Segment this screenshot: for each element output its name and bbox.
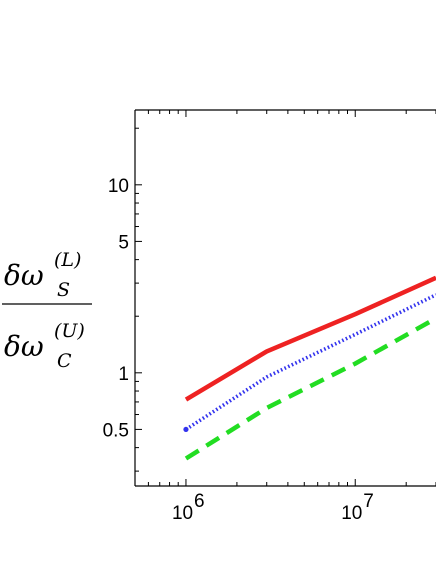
y-tick-label: 1 — [118, 364, 129, 385]
y-tick-label: 0.5 — [103, 420, 129, 441]
x-tick-label: 10 — [341, 503, 362, 524]
y-tick-label: 5 — [118, 232, 129, 253]
series-line-2 — [185, 293, 436, 431]
x-tick-label: 10 — [172, 503, 193, 524]
ylabel-denominator-base: δω — [4, 330, 44, 363]
ylabel-denominator-sup: (U) — [54, 320, 85, 342]
series-line-1 — [184, 275, 436, 402]
ylabel-numerator-sup: (L) — [54, 249, 81, 271]
series-line-3 — [184, 316, 436, 461]
plot-frame — [134, 109, 436, 487]
ylabel-numerator-base: δω — [4, 259, 44, 292]
y-axis-label: δω (L) S δω (U) C — [2, 249, 92, 372]
series-layer — [183, 275, 436, 461]
x-tick-label-exponent: 7 — [363, 491, 374, 512]
ylabel-numerator-sub: S — [57, 279, 70, 301]
x-tick-label-exponent: 6 — [194, 491, 205, 512]
axis-ticks — [134, 110, 436, 486]
series-start-point — [183, 426, 189, 433]
y-tick-label: 10 — [108, 176, 129, 197]
ylabel-denominator-sub: C — [57, 350, 72, 372]
